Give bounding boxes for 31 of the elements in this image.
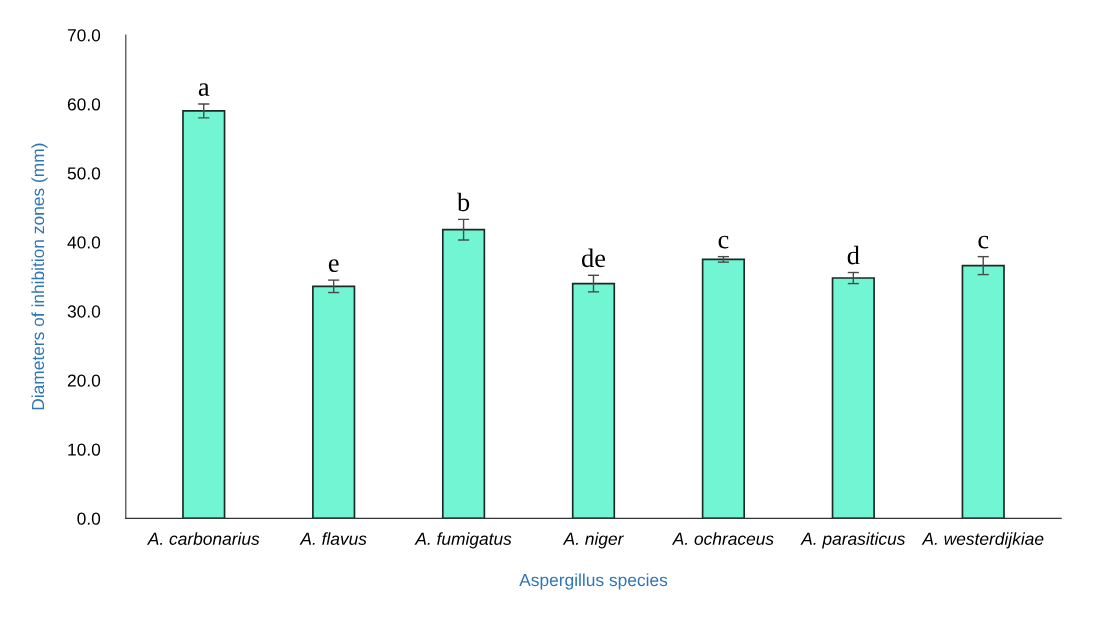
x-tick-label: A. parasiticus [800,532,906,549]
y-tick-label: 0.0 [77,512,101,525]
bar [831,277,875,519]
y-tick-label: 30.0 [67,305,101,318]
x-tick-label: A. fumigatus [414,532,512,549]
x-tick-label: A. niger [562,532,624,549]
y-tick-label: 40.0 [67,236,101,249]
bar [182,110,226,519]
x-tick-label: A. westerdijkiae [921,532,1044,549]
annotation: a [198,83,210,96]
x-tick-label: A. ochraceus [671,532,774,545]
bar [312,285,356,519]
bar [961,264,1005,519]
annotation: c [718,235,729,249]
x-axis-title: Aspergillus species [519,573,668,590]
annotation: b [456,192,470,212]
annotation: d [847,245,860,265]
x-tick-label: A. flavus [299,532,367,545]
y-tick-label: 60.0 [67,98,101,111]
annotation: e [328,259,339,272]
y-tick-label: 10.0 [68,443,101,456]
bar [441,228,486,519]
y-tick-label: 20.0 [67,374,101,387]
bar [701,258,746,519]
annotation: c [978,235,989,249]
y-tick-label: 50.0 [67,167,101,180]
bar [571,282,616,519]
x-tick-label: A. carbonarius [146,532,260,545]
annotation: de [581,248,606,268]
y-axis-title: Diameters of inhibition zones (mm) [31,143,48,410]
y-tick-label: 70.0 [67,29,101,42]
